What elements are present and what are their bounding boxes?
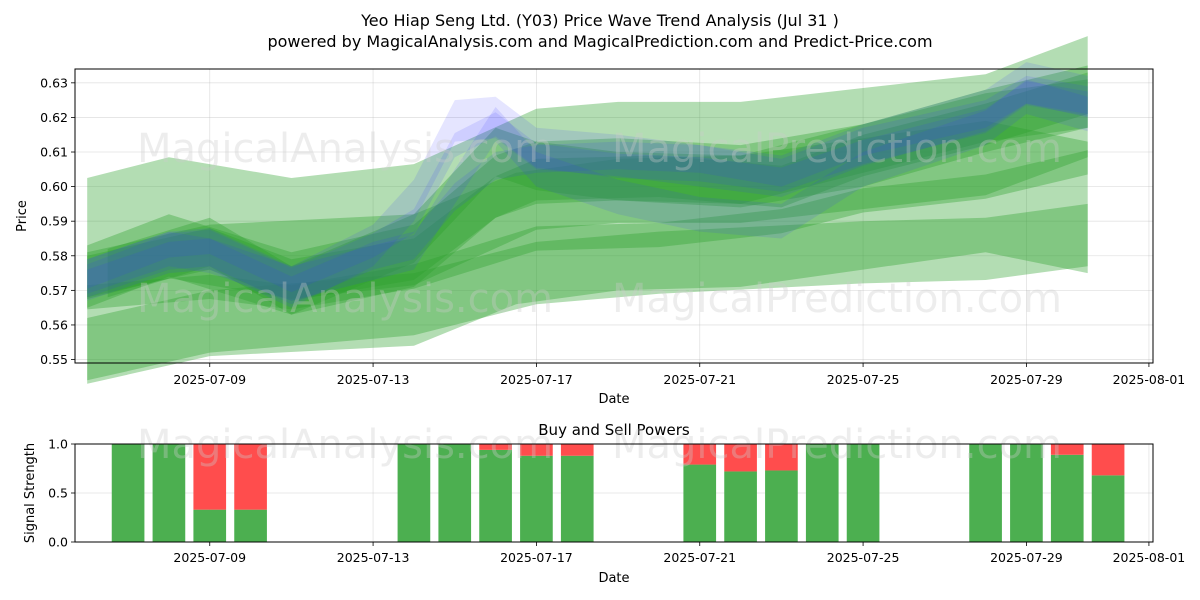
top-x-axis: 2025-07-09 2025-07-13 2025-07-17 2025-07-21…	[173, 363, 1185, 387]
buy-bar	[193, 509, 227, 542]
buy-sell-powers-chart: Buy and Sell Powers MagicalAnalysis.com …	[23, 421, 1185, 586]
buy-bar	[846, 444, 880, 542]
bottom-x-tick-label: 2025-07-21	[663, 550, 736, 565]
top-y-tick-label: 0.60	[40, 179, 68, 194]
buy-bar	[234, 509, 267, 542]
buy-bar	[1091, 475, 1125, 542]
buy-bar	[683, 464, 717, 542]
top-y-tick-label: 0.56	[40, 317, 68, 332]
top-x-axis-label: Date	[598, 392, 629, 407]
green-mid-3-band	[87, 72, 1088, 301]
chart-title: Yeo Hiap Seng Ltd. (Y03) Price Wave Tren…	[360, 11, 839, 30]
watermark-prediction-mid: MagicalPrediction.com	[612, 276, 1062, 322]
top-plot-frame	[74, 68, 1154, 364]
top-y-axis: 0.55 0.56 0.57 0.58 0.59 0.60 0.61 0.62 0.63	[40, 75, 75, 367]
green-mid-1-band	[87, 65, 1088, 315]
green-low-line-band	[87, 150, 1088, 310]
top-y-tick-label: 0.58	[40, 248, 68, 263]
watermark-analysis-bottom: MagicalAnalysis.com	[137, 422, 553, 468]
bottom-y-tick-label: 1.0	[48, 437, 68, 452]
top-y-tick-label: 0.63	[40, 75, 68, 90]
blue-3-band	[87, 79, 1088, 301]
top-x-tick-label: 2025-07-25	[827, 372, 900, 387]
sell-bar	[479, 444, 512, 450]
top-x-tick-label: 2025-07-29	[990, 372, 1063, 387]
top-x-tick-label: 2025-07-13	[337, 372, 410, 387]
green-wide-long-1-band	[87, 36, 1088, 299]
buy-bar	[479, 449, 512, 542]
watermark-prediction-top: MagicalPrediction.com	[612, 126, 1062, 172]
bottom-y-axis-label: Signal Strength	[23, 443, 38, 543]
watermark-analysis-mid: MagicalAnalysis.com	[137, 276, 553, 322]
top-y-tick-label: 0.61	[40, 145, 68, 160]
bottom-chart-title: Buy and Sell Powers	[538, 421, 690, 439]
blue-4-band	[87, 62, 1088, 308]
buy-bar	[111, 444, 145, 542]
sell-bar	[1091, 444, 1125, 476]
top-y-tick-label: 0.62	[40, 110, 68, 125]
buy-bar	[152, 444, 186, 542]
buy-bar	[560, 455, 594, 542]
bottom-x-tick-label: 2025-07-25	[827, 550, 900, 565]
sell-bar	[765, 444, 798, 471]
sell-bar	[234, 444, 267, 510]
top-x-tick-label: 2025-08-01	[1113, 372, 1186, 387]
price-bands	[87, 36, 1088, 384]
buy-bar	[969, 444, 1002, 542]
signal-bars	[111, 444, 1125, 542]
bottom-x-tick-label: 2025-07-09	[173, 550, 246, 565]
green-wide-long-3-band	[87, 203, 1088, 381]
bottom-x-tick-label: 2025-08-01	[1113, 550, 1186, 565]
buy-bar	[724, 471, 757, 542]
top-y-tick-label: 0.57	[40, 283, 68, 298]
sell-bar	[560, 444, 594, 456]
top-x-tick-label: 2025-07-21	[663, 372, 736, 387]
buy-bar	[397, 444, 431, 542]
buy-bar	[805, 444, 839, 542]
buy-bar	[765, 470, 798, 542]
top-y-tick-label: 0.55	[40, 352, 68, 367]
chart-subtitle: powered by MagicalAnalysis.com and Magic…	[267, 32, 932, 51]
watermark-analysis-top: MagicalAnalysis.com	[137, 126, 553, 172]
top-y-tick-label: 0.59	[40, 214, 68, 229]
bottom-x-tick-label: 2025-07-29	[990, 550, 1063, 565]
green-mid-2-band	[107, 79, 1088, 315]
bottom-y-axis: 0.0 0.5 1.0	[48, 437, 75, 550]
bottom-x-axis: 2025-07-09 2025-07-13 2025-07-17 2025-07-21…	[173, 542, 1185, 565]
top-y-axis-label: Price	[15, 200, 30, 232]
watermark-prediction-bottom: MagicalPrediction.com	[612, 422, 1062, 468]
bottom-x-tick-label: 2025-07-17	[500, 550, 573, 565]
bottom-x-tick-label: 2025-07-13	[337, 550, 410, 565]
buy-bar	[438, 444, 472, 542]
green-wide-long-2-band	[87, 120, 1088, 384]
sell-bar	[193, 444, 227, 510]
buy-bar	[1050, 454, 1084, 542]
sell-bar	[1050, 444, 1084, 455]
top-x-tick-label: 2025-07-17	[500, 372, 573, 387]
sell-bar	[724, 444, 757, 472]
buy-bar	[520, 455, 553, 542]
sell-bar	[683, 444, 717, 465]
sell-bar	[520, 444, 553, 456]
top-x-tick-label: 2025-07-09	[173, 372, 246, 387]
bottom-y-tick-label: 0.0	[48, 535, 68, 550]
price-wave-chart: MagicalAnalysis.com MagicalPrediction.co…	[15, 36, 1185, 407]
bottom-y-tick-label: 0.5	[48, 486, 68, 501]
top-gridlines	[75, 69, 1153, 363]
bottom-x-axis-label: Date	[598, 571, 629, 586]
buy-bar	[1010, 444, 1043, 542]
